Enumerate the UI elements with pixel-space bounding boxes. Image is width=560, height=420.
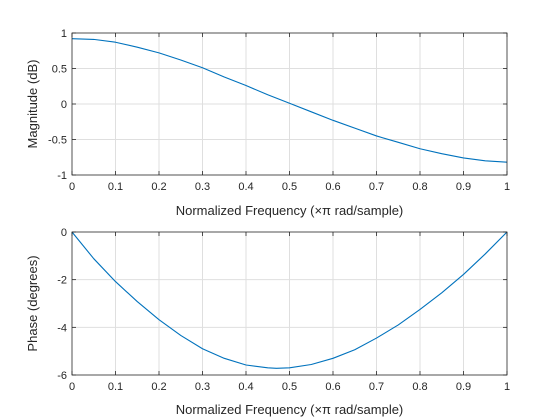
phase-xtick-label: 0.2 <box>151 381 166 393</box>
phase-plot: 0 0.1 0.2 0.3 0.4 0.5 0.6 0.7 0.8 0.9 1 -6 -4 -2 0 Norm… <box>25 227 510 417</box>
phase-ylabel: Phase (degrees) <box>25 255 40 351</box>
phase-xtick-label: 0.9 <box>456 381 471 393</box>
magnitude-xtick-label: 0.6 <box>325 181 340 193</box>
phase-ytick-label: 0 <box>61 227 67 239</box>
phase-xtick-label: 0.7 <box>369 381 384 393</box>
phase-ytick-label: -6 <box>57 370 67 382</box>
magnitude-xtick-label: 0.1 <box>108 181 123 193</box>
magnitude-xtick-label: 0.5 <box>282 181 297 193</box>
magnitude-plot: 0 0.1 0.2 0.3 0.4 0.5 0.6 0.7 0.8 0.9 1 -1 -0.5 0 0.5 1… <box>25 28 510 218</box>
magnitude-series-line <box>71 38 508 163</box>
magnitude-ytick-label: -1 <box>57 170 67 182</box>
phase-series-line <box>71 231 508 369</box>
phase-xtick-label: 0.1 <box>108 381 123 393</box>
phase-xtick-label: 1 <box>504 381 510 393</box>
phase-xlabel: Normalized Frequency (×π rad/sample) <box>176 402 404 417</box>
phase-xtick-label: 0 <box>69 381 75 393</box>
magnitude-xtick-label: 0.3 <box>195 181 210 193</box>
magnitude-xtick-label: 0.9 <box>456 181 471 193</box>
phase-xtick-label: 0.3 <box>195 381 210 393</box>
phase-ytick-label: -2 <box>57 275 67 287</box>
magnitude-ytick-label: 0.5 <box>52 64 67 76</box>
phase-xtick-label: 0.8 <box>412 381 427 393</box>
magnitude-xtick-label: 0.4 <box>238 181 253 193</box>
phase-xtick-label: 0.4 <box>238 381 253 393</box>
magnitude-xlabel: Normalized Frequency (×π rad/sample) <box>176 203 404 218</box>
magnitude-xtick-label: 0.8 <box>412 181 427 193</box>
magnitude-xtick-label: 0.2 <box>151 181 166 193</box>
magnitude-ylabel: Magnitude (dB) <box>25 60 40 149</box>
magnitude-ytick-label: -0.5 <box>48 135 67 147</box>
magnitude-xtick-label: 1 <box>504 181 510 193</box>
magnitude-xtick-label: 0 <box>69 181 75 193</box>
phase-xtick-label: 0.6 <box>325 381 340 393</box>
magnitude-xtick-label: 0.7 <box>369 181 384 193</box>
phase-ytick-label: -4 <box>57 322 67 334</box>
magnitude-ytick-label: 1 <box>61 28 67 40</box>
magnitude-ytick-label: 0 <box>61 99 67 111</box>
phase-xtick-label: 0.5 <box>282 381 297 393</box>
